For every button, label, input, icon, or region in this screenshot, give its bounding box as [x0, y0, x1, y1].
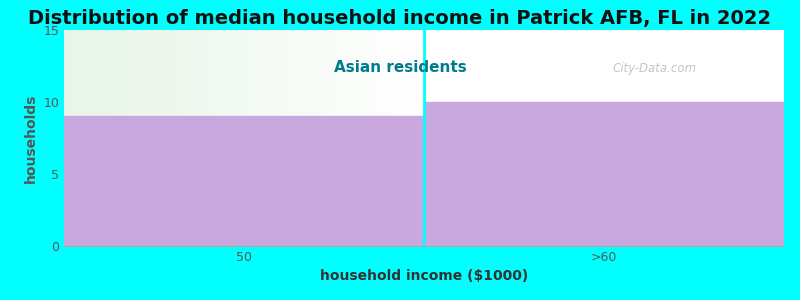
Bar [64, 116, 424, 246]
Bar [424, 102, 784, 246]
Text: City-Data.com: City-Data.com [612, 62, 697, 75]
Y-axis label: households: households [24, 93, 38, 183]
Text: Distribution of median household income in Patrick AFB, FL in 2022: Distribution of median household income … [29, 9, 771, 28]
X-axis label: household income ($1000): household income ($1000) [320, 269, 528, 284]
Text: Asian residents: Asian residents [334, 60, 466, 75]
